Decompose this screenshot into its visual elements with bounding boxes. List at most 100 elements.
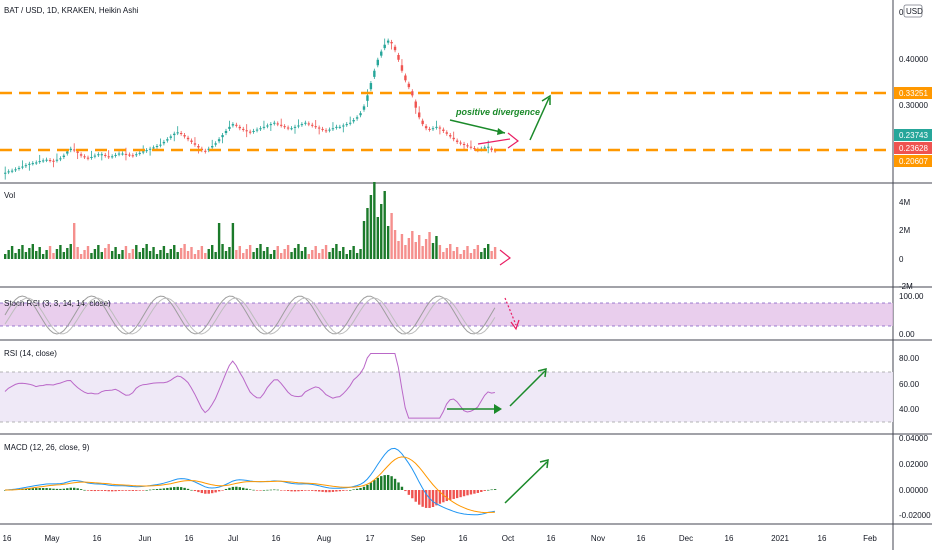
- volume-bar: [442, 252, 445, 259]
- currency-badge[interactable]: [903, 4, 923, 18]
- time-axis-label: 16: [3, 534, 12, 543]
- candle-body: [369, 83, 373, 90]
- macd-hist-bar: [211, 490, 214, 494]
- candle-body: [283, 126, 286, 128]
- candle-body: [169, 136, 172, 138]
- volume-bar: [52, 253, 55, 259]
- candle-body: [86, 157, 90, 159]
- macd-hist-bar: [155, 489, 159, 490]
- price-tag-support: [894, 155, 932, 167]
- volume-bar: [245, 249, 248, 259]
- macd-hist-bar: [231, 486, 235, 490]
- volume-bar: [428, 232, 431, 259]
- volume-bar: [224, 251, 228, 259]
- volume-bar: [211, 245, 214, 259]
- candle-body: [179, 133, 183, 135]
- macd-hist-bar: [476, 490, 480, 493]
- volume-bar: [262, 251, 266, 259]
- volume-bar: [38, 247, 41, 259]
- macd-hist-bar: [297, 490, 300, 492]
- candle-body: [376, 59, 379, 66]
- candle-body: [45, 159, 48, 161]
- macd-hist-bar: [159, 488, 162, 490]
- candle-body: [335, 126, 338, 128]
- candle-body: [359, 113, 362, 116]
- signal-line: [5, 456, 495, 514]
- candle-body: [317, 127, 321, 129]
- macd-hist-bar: [404, 490, 407, 492]
- volume-bar: [435, 236, 438, 259]
- macd-hist-bar: [269, 489, 273, 491]
- candle-body: [204, 150, 207, 152]
- price-axis[interactable]: 0.4 USD 0.40000 0.30000 0.33251 0.23743 …: [894, 4, 932, 167]
- divergence-annotation: positive divergence: [455, 107, 540, 117]
- macd-hist-bar: [300, 490, 304, 492]
- macd-hist-bar: [421, 490, 424, 507]
- candle-body: [445, 132, 448, 134]
- volume-bar: [445, 248, 448, 259]
- volume-bar: [293, 248, 297, 259]
- volume-bar: [214, 252, 217, 259]
- macd-hist-bar: [52, 488, 55, 490]
- macd-hist-bar: [321, 490, 324, 492]
- time-axis-label: 16: [185, 534, 194, 543]
- volume-bar: [197, 250, 200, 259]
- candle-body: [10, 170, 14, 172]
- volume-bar: [266, 247, 269, 259]
- macd-hist-bar: [179, 487, 183, 490]
- candle-body: [193, 143, 197, 145]
- volume-bar: [62, 252, 66, 259]
- volume-bar: [48, 246, 52, 259]
- volume-bar: [228, 247, 231, 259]
- macd-hist-bar: [142, 490, 145, 491]
- volume-bar: [173, 245, 176, 259]
- price-pane[interactable]: BAT / USD, 1D, KRAKEN, Heikin Ashi posit…: [0, 4, 932, 180]
- candle-body: [297, 125, 300, 127]
- macd-hist-bar: [331, 490, 335, 492]
- rsi-pane[interactable]: RSI (14, close) 80.00 60.00 40.00: [0, 349, 920, 423]
- candle-body: [355, 117, 359, 119]
- time-axis[interactable]: 16 May 16 Jun 16 Jul 16 Aug 17 Sep 16 Oct 16 Nov 16 Dec…: [3, 534, 878, 543]
- volume-pane[interactable]: Vol 4M 2M 0 -2M: [4, 182, 913, 291]
- volume-bar: [142, 248, 145, 259]
- volume-bar: [362, 221, 366, 259]
- candle-body: [362, 106, 366, 110]
- price-tick-030: 0.30000: [899, 101, 928, 110]
- candle-body: [48, 160, 52, 162]
- macd-hist-bar: [31, 488, 34, 490]
- volume-bar: [242, 253, 245, 259]
- macd-hist-bar: [262, 489, 266, 491]
- price-tag-resistance: [894, 87, 932, 99]
- macd-pane[interactable]: MACD (12, 26, close, 9) 0.04000 0.02000 …: [4, 434, 931, 520]
- candle-body: [262, 126, 266, 128]
- stoch-k-line: [4, 295, 496, 335]
- macd-hist-bar: [283, 490, 286, 491]
- macd-hist-bar: [148, 489, 152, 491]
- macd-hist-bar: [221, 490, 224, 491]
- macd-hist-bar: [204, 490, 207, 494]
- macd-hist-bar: [487, 489, 490, 491]
- volume-bar: [487, 244, 490, 259]
- macd-tick-neg002: -0.02000: [899, 511, 931, 520]
- macd-hist-bar: [107, 490, 110, 492]
- candle-body: [290, 128, 293, 130]
- macd-hist-bar: [359, 487, 362, 490]
- volume-bar: [462, 250, 466, 259]
- macd-hist-bar: [369, 482, 373, 490]
- rsi-band: [0, 372, 893, 422]
- stoch-pane[interactable]: Stoch RSI (3, 3, 14, 14, close) 100.00 0…: [0, 292, 924, 339]
- macd-hist-bar: [38, 488, 41, 490]
- candle-body: [148, 148, 152, 150]
- volume-bar: [31, 244, 34, 259]
- volume-bar: [86, 246, 90, 259]
- macd-hist-bar: [190, 489, 193, 491]
- macd-hist-bar: [97, 490, 100, 491]
- candle-body: [110, 156, 114, 158]
- macd-hist-bar: [435, 490, 438, 506]
- volume-bar: [380, 204, 383, 259]
- macd-arrow: [504, 461, 548, 504]
- volume-bar: [393, 230, 397, 259]
- candle-body: [211, 146, 214, 148]
- macd-hist-bar: [83, 489, 86, 491]
